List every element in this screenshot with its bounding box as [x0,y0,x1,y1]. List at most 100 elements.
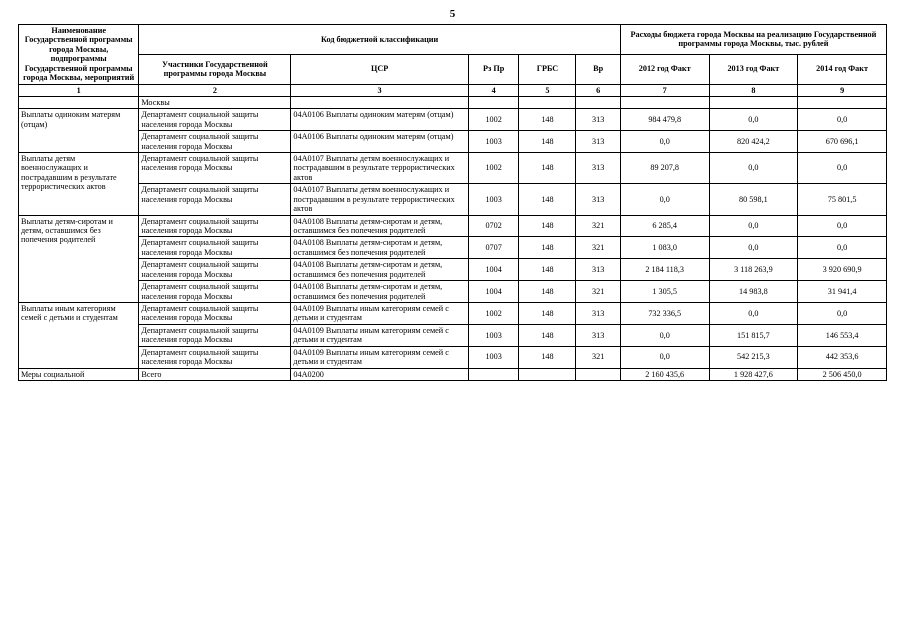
colnum-2: 2 [139,84,291,96]
cell-2014: 0,0 [798,237,887,259]
cell-participant: Департамент социальной защиты населения … [139,131,291,153]
cell-csr: 04А0109 Выплаты иным категориям семей с … [291,324,468,346]
cell-rzpr: 1003 [468,324,519,346]
cell-rzpr: 1003 [468,184,519,215]
table-row: Департамент социальной защиты населения … [19,131,887,153]
colnum-1: 1 [19,84,139,96]
cell-2012: 89 207,8 [620,153,709,184]
cell-participant: Департамент социальной защиты населения … [139,324,291,346]
cell-csr: 04А0107 Выплаты детям военнослужащих и п… [291,153,468,184]
col-2012-header: 2012 год Факт [620,54,709,84]
cell-participant: Департамент социальной защиты населения … [139,184,291,215]
cell-participant: Департамент социальной защиты населения … [139,153,291,184]
colnum-8: 8 [709,84,798,96]
colnum-4: 4 [468,84,519,96]
col-participants-header: Участники Государственной программы горо… [139,54,291,84]
cell-grbs: 148 [519,184,576,215]
cell-2014: 0,0 [798,153,887,184]
cell-csr: 04А0109 Выплаты иным категориям семей с … [291,346,468,368]
total-row: Меры социальнойВсего04А02002 160 435,61 … [19,368,887,380]
cell-2012: 2 184 118,3 [620,259,709,281]
col-rzpr-header: Рз Пр [468,54,519,84]
cell-rzpr: 0707 [468,237,519,259]
cell-csr: 04А0108 Выплаты детям-сиротам и детям, о… [291,259,468,281]
cell-rzpr: 1003 [468,131,519,153]
cell-2012: 0,0 [620,131,709,153]
cell-csr: 04А0200 [291,368,468,380]
cell-2013: 0,0 [709,153,798,184]
table-row: Департамент социальной защиты населения … [19,281,887,303]
cell-2012: 0,0 [620,184,709,215]
cell-2012: 984 479,8 [620,109,709,131]
cell-participant: Департамент социальной защиты населения … [139,281,291,303]
table-row: Выплаты иным категориям семей с детьми и… [19,302,887,324]
cell-2013: 1 928 427,6 [709,368,798,380]
cell-grbs: 148 [519,237,576,259]
cell-grbs: 148 [519,109,576,131]
cell-name: Выплаты одиноким матерям (отцам) [19,109,139,153]
col-2014-header: 2014 год Факт [798,54,887,84]
cell-grbs: 148 [519,259,576,281]
cell-csr: 04А0108 Выплаты детям-сиротам и детям, о… [291,281,468,303]
cell-rzpr: 1003 [468,346,519,368]
cell-vr: 321 [576,215,620,237]
cell-participant: Москвы [139,96,291,108]
budget-class-header: Код бюджетной классификации [139,25,620,55]
cell-vr: 321 [576,237,620,259]
cell-grbs: 148 [519,324,576,346]
cell-name: Выплаты детям военнослужащих и пострадав… [19,153,139,216]
budget-table: Наименование Государственной программы г… [18,24,887,381]
cell-2013: 0,0 [709,237,798,259]
cell-vr: 313 [576,153,620,184]
cell-2012: 0,0 [620,346,709,368]
table-row: Департамент социальной защиты населения … [19,184,887,215]
cell-vr: 321 [576,281,620,303]
cell-2014: 670 696,1 [798,131,887,153]
cell-2013: 3 118 263,9 [709,259,798,281]
cell-rzpr: 1002 [468,302,519,324]
cell-vr: 321 [576,346,620,368]
cell-2013: 542 215,3 [709,346,798,368]
cell-2014: 31 941,4 [798,281,887,303]
col-grbs-header: ГРБС [519,54,576,84]
cell-2014: 146 553,4 [798,324,887,346]
col-vr-header: Вр [576,54,620,84]
cell-2012: 6 285,4 [620,215,709,237]
cell-2013: 151 815,7 [709,324,798,346]
cell-2012: 0,0 [620,324,709,346]
cell-csr: 04А0108 Выплаты детям-сиротам и детям, о… [291,215,468,237]
colnum-5: 5 [519,84,576,96]
cell-2014: 2 506 450,0 [798,368,887,380]
cell-csr: 04А0109 Выплаты иным категориям семей с … [291,302,468,324]
cell-grbs: 148 [519,346,576,368]
cell-2014: 0,0 [798,302,887,324]
cell-2012: 1 083,0 [620,237,709,259]
cell-csr [291,96,468,108]
cell-name [19,96,139,108]
cell-2013: 0,0 [709,302,798,324]
col-csr-header: ЦСР [291,54,468,84]
col-2013-header: 2013 год Факт [709,54,798,84]
cell-2013: 0,0 [709,109,798,131]
cell-name: Меры социальной [19,368,139,380]
cell-rzpr: 1004 [468,259,519,281]
colnum-7: 7 [620,84,709,96]
cell-vr: 313 [576,184,620,215]
cell-name: Выплаты детям-сиротам и детям, оставшимс… [19,215,139,302]
cell-2014: 442 353,6 [798,346,887,368]
colnum-3: 3 [291,84,468,96]
cell-2014: 0,0 [798,109,887,131]
cell-participant: Департамент социальной защиты населения … [139,302,291,324]
cell-vr: 313 [576,324,620,346]
cell-grbs: 148 [519,302,576,324]
cell-2013: 820 424,2 [709,131,798,153]
cell-2013: 80 598,1 [709,184,798,215]
col-name-header: Наименование Государственной программы г… [19,25,139,85]
table-row: Департамент социальной защиты населения … [19,259,887,281]
cell-2012: 2 160 435,6 [620,368,709,380]
cell-participant: Департамент социальной защиты населения … [139,237,291,259]
cell-2012: 1 305,5 [620,281,709,303]
cell-2014: 3 920 690,9 [798,259,887,281]
cell-csr: 04А0106 Выплаты одиноким матерям (отцам) [291,109,468,131]
cell-rzpr: 1002 [468,153,519,184]
